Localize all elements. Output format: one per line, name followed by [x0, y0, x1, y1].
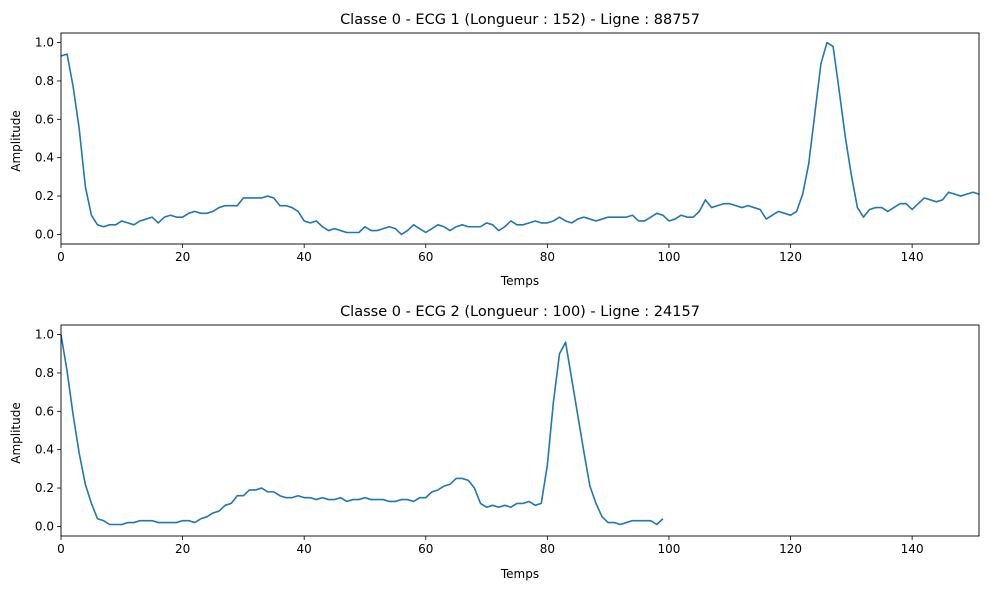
- subplot-2-ticks: 0 20 40 60 80 100 120 140 0.0 0.2 0.4 0.6 0.8 1.0: [35, 328, 924, 556]
- subplot-1-series: [60, 41, 980, 236]
- subplot-1-ylabel: Amplitude: [9, 110, 23, 172]
- x-tick-label: 60: [418, 250, 433, 264]
- subplot-1-title: Classe 0 - ECG 1 (Longueur : 152) - Lign…: [340, 12, 700, 28]
- y-tick-label: 0.6: [35, 112, 54, 126]
- subplot-2-title: Classe 0 - ECG 2 (Longueur : 100) - Lign…: [340, 304, 700, 320]
- x-tick-label: 80: [540, 542, 555, 556]
- y-tick-label: 0.0: [35, 519, 54, 533]
- x-tick-label: 0: [57, 250, 65, 264]
- subplot-1-xlabel: Temps: [500, 274, 539, 288]
- x-tick-label: 20: [175, 542, 190, 556]
- x-tick-label: 100: [657, 542, 680, 556]
- y-tick-label: 0.8: [35, 74, 54, 88]
- y-tick-label: 0.6: [35, 404, 54, 418]
- series-line: [60, 41, 980, 236]
- x-tick-label: 120: [779, 250, 802, 264]
- subplot-ecg-1: Classe 0 - ECG 1 (Longueur : 152) - Lign…: [9, 12, 980, 288]
- subplot-ecg-2: Classe 0 - ECG 2 (Longueur : 100) - Lign…: [9, 304, 980, 581]
- subplot-2-series: [60, 334, 664, 526]
- x-tick-label: 0: [57, 542, 65, 556]
- y-tick-label: 0.4: [35, 443, 54, 457]
- y-tick-label: 1.0: [35, 36, 54, 50]
- y-tick-label: 0.4: [35, 151, 54, 165]
- y-tick-label: 1.0: [35, 328, 54, 342]
- x-tick-label: 60: [418, 542, 433, 556]
- subplot-1-frame: [60, 32, 980, 245]
- subplot-2-ylabel: Amplitude: [9, 402, 23, 464]
- series-line: [60, 334, 664, 526]
- x-tick-label: 40: [297, 542, 312, 556]
- x-tick-label: 140: [901, 250, 924, 264]
- y-tick-label: 0.0: [35, 227, 54, 241]
- x-tick-label: 100: [657, 250, 680, 264]
- subplot-2-xlabel: Temps: [500, 567, 539, 581]
- subplot-2-frame: [60, 324, 980, 537]
- y-tick-label: 0.2: [35, 189, 54, 203]
- x-tick-label: 20: [175, 250, 190, 264]
- y-tick-label: 0.8: [35, 366, 54, 380]
- x-tick-label: 140: [901, 542, 924, 556]
- x-tick-label: 120: [779, 542, 802, 556]
- x-tick-label: 40: [297, 250, 312, 264]
- x-tick-label: 80: [540, 250, 555, 264]
- subplot-1-ticks: 0 20 40 60 80 100 120 140 0.0 0.2 0.4 0.6 0.8 1.0: [35, 36, 924, 264]
- y-tick-label: 0.2: [35, 481, 54, 495]
